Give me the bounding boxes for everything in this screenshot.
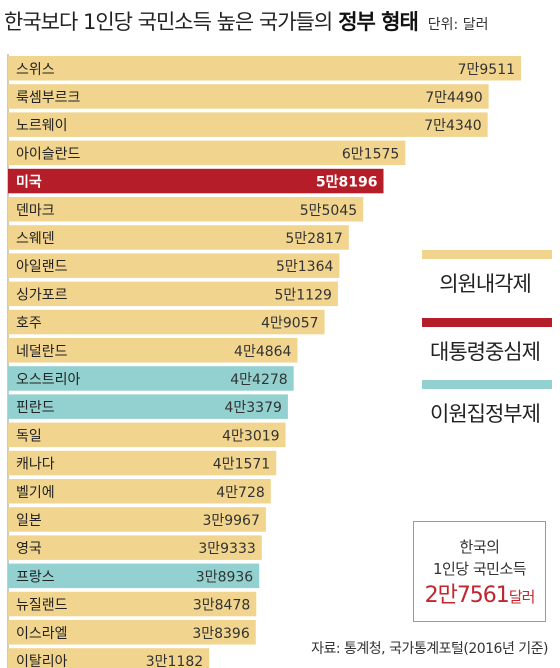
source-note: 자료: 통계청, 국가통계포털(2016년 기준) (311, 641, 548, 657)
category-label-12: 핀란드 (16, 400, 55, 416)
value-label-15: 4만728 (216, 485, 265, 501)
legend-swatch-1 (422, 318, 552, 327)
bar-17 (8, 535, 262, 560)
value-label-0: 7만9511 (458, 62, 515, 78)
category-label-1: 룩셈부르크 (16, 90, 81, 106)
category-label-15: 벨기에 (16, 485, 55, 501)
bar-8 (8, 281, 338, 307)
bar-6 (8, 225, 349, 250)
category-label-14: 캐나다 (16, 457, 55, 473)
legend-label-2: 이원집정부제 (430, 402, 541, 426)
value-label-2: 7만4340 (424, 118, 481, 134)
korea-income-unit: 달러 (508, 588, 536, 606)
value-label-13: 4만3019 (222, 428, 279, 444)
info-line-2: 1인당 국민소득 (432, 560, 527, 578)
value-label-20: 3만8396 (192, 626, 250, 642)
bar-19 (8, 591, 257, 617)
category-label-4: 미국 (16, 175, 42, 191)
bar-14 (8, 450, 277, 476)
bar-11 (8, 366, 294, 391)
info-line-1: 한국의 (459, 538, 500, 556)
value-label-17: 3만9333 (198, 541, 255, 557)
category-label-17: 영국 (16, 541, 42, 557)
value-label-5: 5만5045 (300, 203, 357, 219)
bar-18 (8, 563, 260, 589)
chart-title: 한국보다 1인당 국민소득 높은 국가들의 정부 형태 단위: 달러 (4, 6, 488, 46)
value-label-14: 4만1571 (213, 457, 270, 473)
bar-16 (8, 507, 266, 532)
bar-0 (8, 56, 522, 81)
bar-9 (8, 309, 325, 335)
category-label-7: 아일랜드 (16, 259, 68, 275)
value-label-7: 5만1364 (276, 259, 334, 275)
value-label-21: 3만1182 (146, 654, 203, 668)
category-label-5: 덴마크 (16, 203, 55, 219)
category-label-6: 스웨덴 (16, 231, 55, 247)
legend-label-0: 의원내각제 (439, 272, 532, 296)
value-label-10: 4만4864 (234, 344, 292, 360)
value-label-3: 6만1575 (342, 146, 399, 162)
value-label-4: 5만8196 (316, 175, 378, 191)
category-label-18: 프랑스 (16, 569, 55, 585)
bar-2 (8, 112, 488, 137)
value-label-8: 5만1129 (274, 287, 331, 303)
category-label-21: 이탈리아 (16, 654, 68, 668)
category-label-20: 이스라엘 (16, 626, 68, 642)
category-label-19: 뉴질랜드 (16, 598, 68, 614)
legend-swatch-2 (422, 380, 552, 389)
unit-label: 단위: 달러 (427, 17, 489, 33)
category-label-9: 호주 (16, 316, 42, 332)
value-label-1: 7만4490 (425, 90, 482, 106)
bar-13 (8, 422, 286, 448)
bar-20 (8, 620, 256, 645)
legend-swatch-0 (422, 250, 552, 259)
bar-1 (8, 84, 489, 109)
bar-21 (8, 648, 210, 668)
title-bold: 정부 형태 (338, 10, 419, 34)
value-label-6: 5만2817 (285, 231, 342, 247)
category-label-13: 독일 (16, 428, 42, 444)
value-label-11: 4만4278 (230, 372, 287, 388)
korea-income-value: 2만7561달러 (414, 580, 545, 613)
category-label-2: 노르웨이 (16, 118, 68, 134)
bar-4 (8, 168, 384, 194)
category-label-10: 네덜란드 (16, 344, 68, 360)
category-label-0: 스위스 (16, 62, 55, 78)
category-label-11: 오스트리아 (16, 372, 81, 388)
legend-label-1: 대통령중심제 (430, 340, 541, 364)
bar-15 (8, 479, 271, 504)
value-label-19: 3만8478 (193, 598, 250, 614)
category-label-8: 싱가포르 (16, 287, 68, 303)
bar-5 (8, 197, 364, 222)
korea-income-number: 2만7561 (424, 583, 510, 608)
value-label-9: 4만9057 (261, 316, 318, 332)
bar-12 (8, 394, 288, 419)
bar-7 (8, 253, 340, 278)
title-main: 한국보다 1인당 국민소득 높은 국가들의 (4, 10, 333, 34)
korea-income-box: 한국의 1인당 국민소득 2만7561달러 (413, 521, 546, 622)
category-label-16: 일본 (16, 513, 42, 529)
category-label-3: 아이슬란드 (16, 146, 81, 162)
value-label-12: 4만3379 (224, 400, 281, 416)
bar-3 (8, 140, 406, 166)
value-label-18: 3만8936 (196, 569, 254, 585)
bar-10 (8, 338, 298, 363)
value-label-16: 3만9967 (202, 513, 259, 529)
